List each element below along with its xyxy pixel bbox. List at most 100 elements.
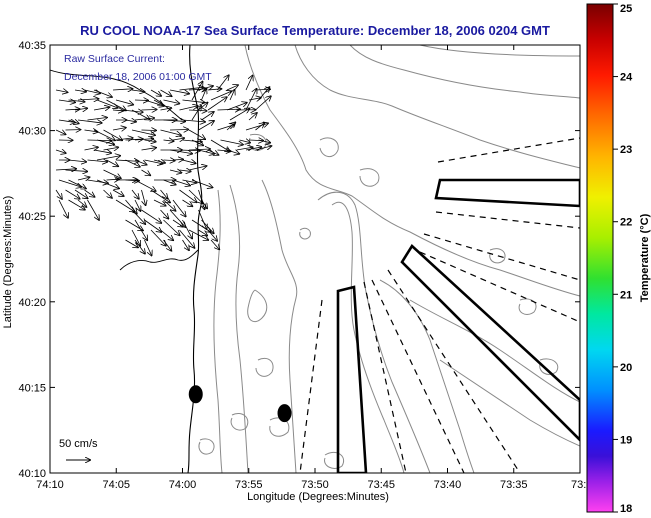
current-vector xyxy=(245,147,261,150)
current-vector xyxy=(210,91,231,101)
current-vector xyxy=(55,90,67,92)
current-vector xyxy=(93,89,112,97)
y-tick-label: 40:30 xyxy=(18,126,46,138)
current-vector xyxy=(112,189,124,196)
current-vector xyxy=(198,121,214,131)
colorbar-label: Temperature (°C) xyxy=(639,213,651,302)
colorbar-tick-label: 23 xyxy=(620,144,632,156)
current-vector xyxy=(115,99,133,105)
current-vector xyxy=(172,159,183,160)
current-vector xyxy=(150,229,166,246)
current-vector xyxy=(112,89,132,90)
current-vector xyxy=(201,219,214,233)
current-vector xyxy=(96,139,114,144)
x-tick-label: 73:50 xyxy=(301,479,329,491)
current-vector xyxy=(65,170,88,171)
current-vector xyxy=(245,76,253,91)
current-vector xyxy=(58,120,75,122)
current-vector xyxy=(84,130,98,132)
current-vector xyxy=(106,159,119,166)
current-vector xyxy=(96,156,120,161)
current-vector xyxy=(153,199,166,206)
current-vector xyxy=(58,199,68,218)
current-vector xyxy=(144,219,162,232)
current-vector xyxy=(182,219,193,238)
current-vector xyxy=(87,118,107,120)
station-marker xyxy=(277,404,292,423)
current-vector xyxy=(93,150,111,153)
current-vector xyxy=(87,199,99,220)
current-vector xyxy=(103,169,121,178)
current-vector xyxy=(188,166,206,171)
x-tick-label: 73:35 xyxy=(500,479,528,491)
current-vector xyxy=(198,103,208,111)
current-vector xyxy=(115,138,133,140)
current-vector xyxy=(150,189,170,202)
current-vector xyxy=(74,108,87,110)
current-vector xyxy=(172,138,184,140)
current-vector xyxy=(55,150,66,153)
current-vector xyxy=(84,147,98,150)
surface-current-vectors xyxy=(55,75,272,255)
current-vector xyxy=(163,199,176,211)
current-vector xyxy=(182,100,205,103)
current-vector xyxy=(207,149,218,155)
current-vector xyxy=(153,99,163,105)
colorbar-tick-label: 22 xyxy=(620,217,632,229)
current-vector xyxy=(125,199,137,213)
outlined-wedges xyxy=(336,178,580,473)
current-vector xyxy=(255,146,272,151)
current-vector xyxy=(210,239,219,249)
y-tick-label: 40:25 xyxy=(18,211,46,223)
current-vector xyxy=(103,129,123,140)
current-vector xyxy=(134,179,156,191)
current-vector xyxy=(248,113,257,121)
current-vector xyxy=(134,159,146,165)
current-vector xyxy=(179,106,198,111)
current-vector xyxy=(68,179,86,189)
current-vector xyxy=(65,109,80,110)
current-vector xyxy=(226,122,235,131)
current-vector xyxy=(188,189,203,203)
current-vector xyxy=(182,180,197,183)
current-vector xyxy=(198,149,215,154)
plot-frame xyxy=(49,44,581,474)
current-vector xyxy=(201,89,207,101)
colorbar-tick-label: 20 xyxy=(620,362,632,374)
current-vector xyxy=(169,170,181,173)
current-vector xyxy=(169,89,189,94)
current-vector xyxy=(169,129,188,130)
current-vector xyxy=(179,229,195,248)
current-vector xyxy=(255,96,271,111)
colorbar-tick-label: 25 xyxy=(620,3,632,15)
current-vector xyxy=(134,199,140,211)
current-vector xyxy=(182,199,193,206)
x-tick-label: 74:00 xyxy=(169,479,197,491)
current-vector xyxy=(229,108,249,121)
current-vector xyxy=(160,108,172,110)
current-vector xyxy=(68,120,79,123)
current-vector xyxy=(172,179,190,185)
current-vector xyxy=(112,128,126,130)
current-vector xyxy=(131,129,155,135)
y-tick-label: 40:10 xyxy=(18,468,46,480)
current-vector xyxy=(141,189,146,205)
current-vector xyxy=(115,199,135,212)
current-vector xyxy=(172,199,186,216)
current-vector xyxy=(77,120,102,123)
current-vector xyxy=(245,89,257,111)
current-vector xyxy=(172,219,183,227)
current-vector xyxy=(103,189,112,198)
current-vector xyxy=(77,99,98,100)
current-vector xyxy=(191,219,211,232)
current-vector xyxy=(144,239,152,255)
current-vector xyxy=(179,170,191,171)
current-vector xyxy=(226,85,238,91)
x-axis-ticks: 74:10 74:05 74:00 73:55 73:50 73:45 73:40 73:35… xyxy=(36,45,592,491)
current-vector xyxy=(150,89,161,96)
y-axis-ticks: 40:35 40:30 40:25 40:20 40:15 40:10 xyxy=(18,40,580,480)
current-vector xyxy=(96,179,119,188)
current-vector xyxy=(134,219,147,240)
current-vector xyxy=(144,140,156,142)
